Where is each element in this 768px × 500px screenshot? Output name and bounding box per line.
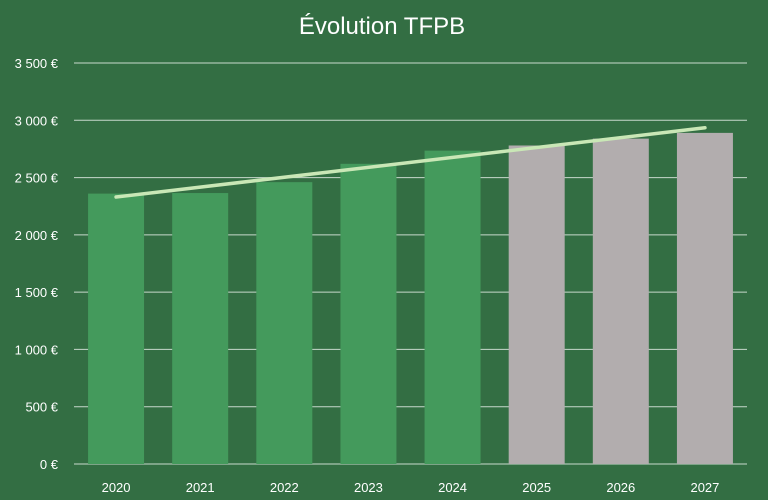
bar-2020 — [88, 193, 145, 464]
y-tick-label: 1 000 € — [15, 342, 59, 357]
y-tick-label: 2 500 € — [15, 171, 59, 186]
bar-2021 — [172, 193, 229, 464]
x-tick-label: 2026 — [606, 480, 635, 495]
bar-2025 — [508, 145, 565, 464]
bar-2022 — [256, 182, 313, 464]
x-tick-label: 2021 — [186, 480, 215, 495]
trendline-group — [114, 125, 707, 199]
y-tick-label: 500 € — [25, 400, 58, 415]
y-tick-label: 2 000 € — [15, 228, 59, 243]
x-tick-label: 2023 — [354, 480, 383, 495]
y-axis-tick-labels: 0 € 500 € 1 000 € 1 500 € 2 000 € 2 500 € 3 00… — [15, 56, 59, 472]
x-tick-label: 2027 — [690, 480, 719, 495]
y-tick-label: 1 500 € — [15, 285, 59, 300]
bar-2023 — [340, 163, 397, 464]
x-axis-tick-labels: 2020 2021 2022 2023 2024 2025 2026 2027 — [102, 480, 720, 495]
trendline — [114, 125, 707, 199]
bar-2024 — [424, 150, 481, 464]
bar-2026 — [592, 138, 649, 465]
x-tick-label: 2020 — [102, 480, 131, 495]
x-tick-label: 2025 — [522, 480, 551, 495]
y-tick-label: 3 000 € — [15, 113, 59, 128]
bars — [88, 132, 733, 465]
bar-2027 — [676, 132, 733, 465]
chart-title: Évolution TFPB — [299, 13, 465, 40]
y-tick-label: 0 € — [40, 457, 59, 472]
x-tick-label: 2024 — [438, 480, 467, 495]
x-tick-label: 2022 — [270, 480, 299, 495]
y-tick-label: 3 500 € — [15, 56, 59, 71]
